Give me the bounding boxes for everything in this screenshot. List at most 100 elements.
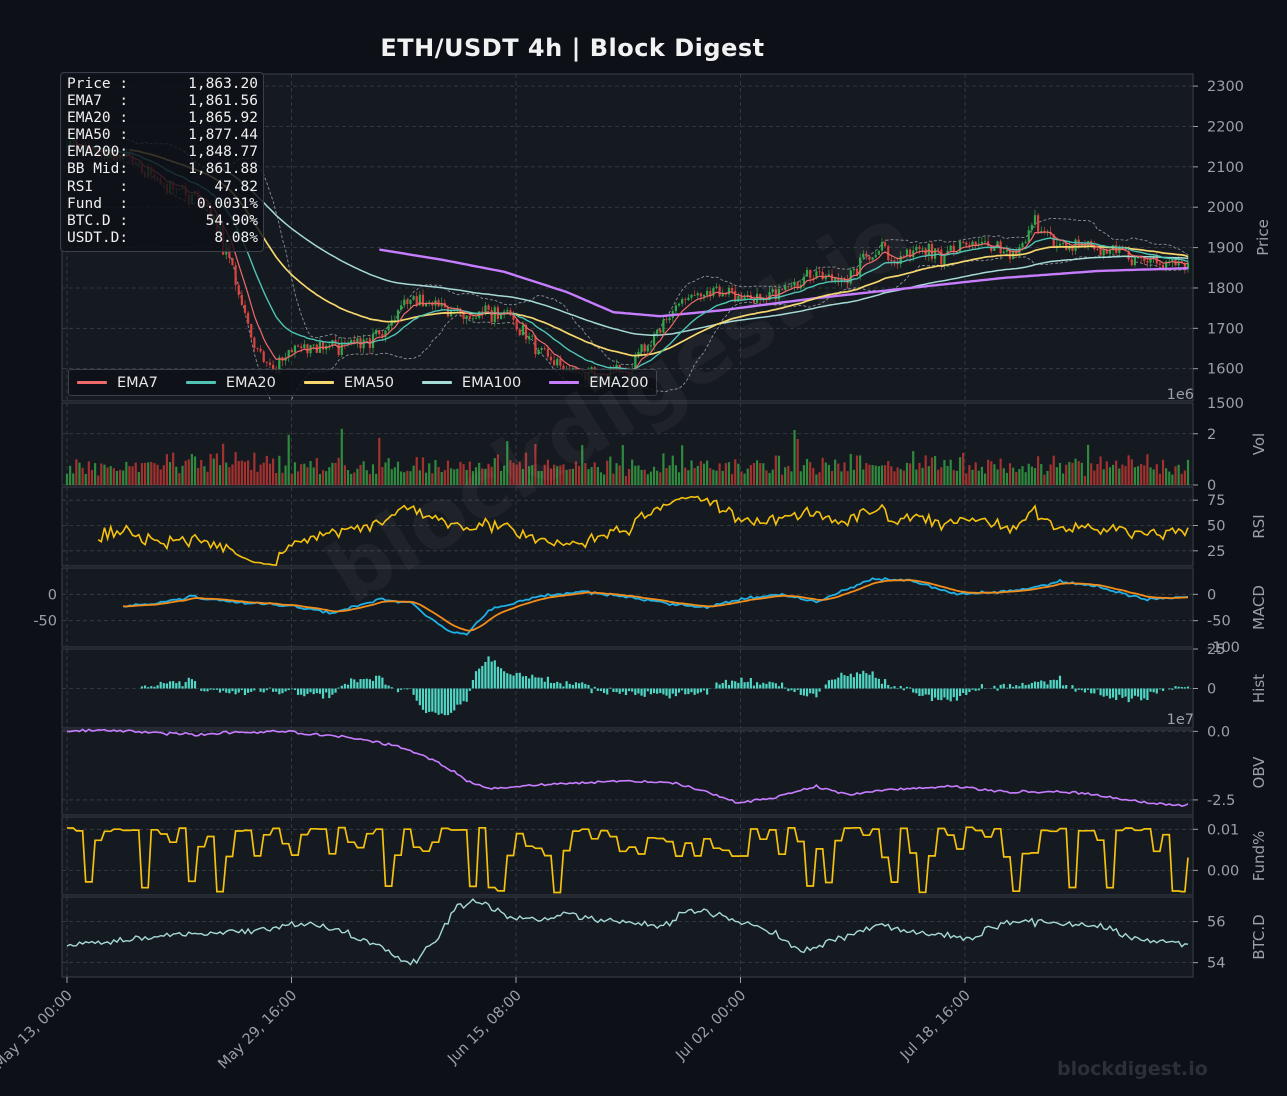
candle-body [759,293,762,300]
volume-bar [325,471,328,485]
volume-bar [69,465,72,485]
candle-body [553,360,556,366]
histogram-bar [225,688,228,693]
volume-bar [140,463,144,485]
volume-bar [259,464,262,485]
candle-body [1161,264,1165,270]
candle-body [1080,243,1083,248]
info-row-funding: Fund :0.0031% [67,195,258,212]
volume-bar [1015,472,1018,485]
candle-body [531,335,534,337]
histogram-bar [578,683,581,689]
volume-bar [958,457,962,485]
volume-bar [237,461,240,485]
histogram-bar [943,688,946,698]
candle-body [871,257,874,260]
volume-bar [156,464,159,485]
candle-body [340,342,343,355]
candle-body [1005,249,1008,252]
volume-bar [777,455,781,485]
price-tick-label: 2200 [1207,119,1244,135]
histogram-bar [1115,688,1118,700]
candle-body [534,335,537,355]
candle-body [387,325,390,331]
volume-bar [637,465,640,485]
volume-bar [290,473,293,485]
candle-body [268,362,272,365]
volume-bar [409,471,412,485]
candle-body [362,339,365,349]
volume-bar [599,472,603,485]
volume-bar [509,460,512,485]
histogram-bar [1037,681,1040,689]
volume-bar [974,462,977,485]
histogram-bar [924,688,927,695]
volume-bar [334,462,337,485]
candle-body [1130,259,1133,266]
volume-bar [896,467,899,485]
histogram-bar [965,688,968,696]
candle-body [303,344,306,349]
volume-bar [1058,462,1062,485]
histogram-bar [793,688,796,693]
candle-body [731,287,734,291]
volume-bar [1165,468,1168,485]
volume-bar [1055,467,1058,485]
histogram-bar [206,688,209,692]
candle-body [880,242,884,251]
volume-bar [421,457,425,485]
histogram-bar [696,688,699,694]
candle-body [456,308,459,310]
candle-body [321,342,325,350]
histogram-bar [618,688,621,694]
volume-bar [643,469,646,485]
histogram-bar [428,688,431,712]
histogram-bar [1096,688,1099,690]
histogram-bar [855,672,859,689]
volume-bar [143,462,147,485]
histogram-bar [983,688,987,690]
volume-bar [1143,465,1146,485]
histogram-bar [859,674,862,689]
histogram-bar [731,680,734,689]
histogram-bar [865,673,868,689]
legend-item-ema100: EMA100 [421,375,521,391]
histogram-bar [809,688,812,694]
obv-tick-label: -2.5 [1207,793,1235,809]
histogram-bar [1077,688,1080,690]
volume-bar [837,463,840,485]
histogram-bar [331,688,334,695]
histogram-bar [487,656,490,689]
candle-body [780,289,784,291]
candle-body [677,303,681,306]
candle-body [965,242,968,245]
candle-body [559,358,562,366]
histogram-bar [178,681,181,689]
candle-body [337,344,340,355]
volume-bar [755,460,759,485]
histogram-bar [293,688,297,691]
candle-body [905,249,909,257]
histogram-bar [1140,688,1143,701]
histogram-bar [840,672,843,689]
volume-bar [1124,466,1127,485]
panel-funding: Fund% [61,816,1268,896]
candle-body [974,241,977,246]
legend-swatch [303,381,334,384]
candle-body [877,250,880,255]
candle-body [474,317,478,319]
volume-bar [581,445,584,485]
volume-bar [456,468,459,485]
histogram-bar [181,686,184,689]
volume-bar [759,463,762,485]
volume-bar [812,467,815,485]
volume-bar [521,469,524,485]
volume-bar [147,462,150,485]
panel-frame [61,896,1194,978]
volume-bar [718,463,721,485]
histogram-bar [905,686,909,689]
volume-bar [649,471,653,485]
volume-bar [983,473,987,485]
candle-body [665,319,668,321]
candle-body [537,349,540,355]
